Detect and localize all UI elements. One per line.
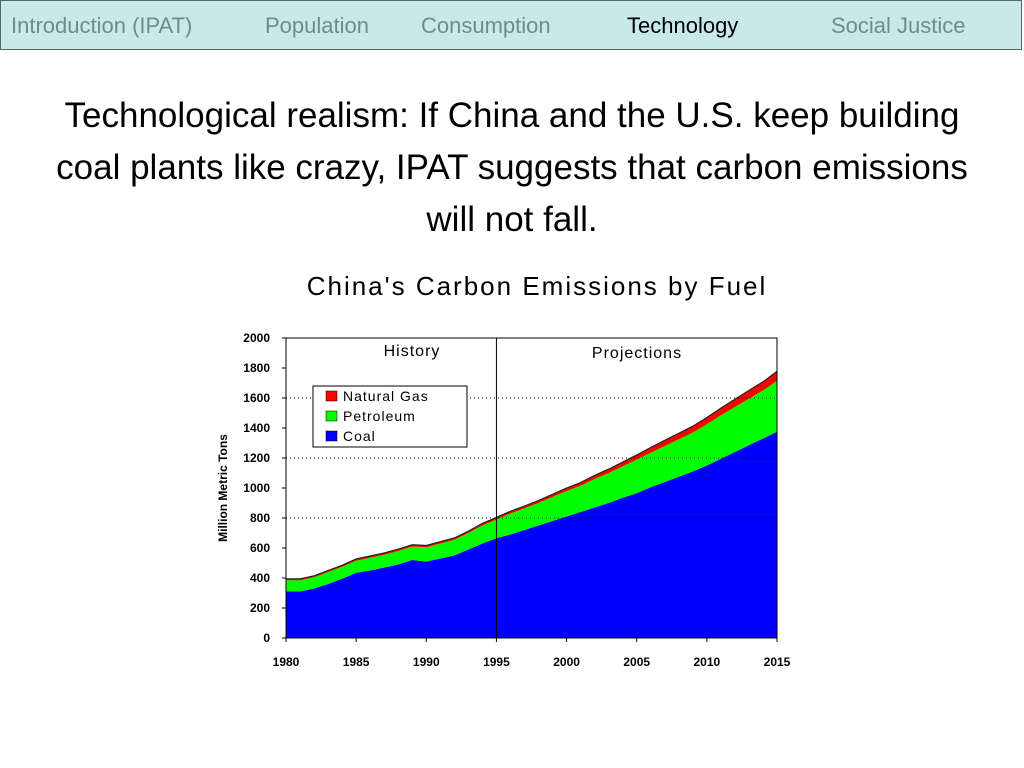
x-tick-label: 1980 bbox=[273, 655, 300, 669]
x-tick-label: 1995 bbox=[483, 655, 510, 669]
legend: Natural Gas Petroleum Coal bbox=[312, 385, 468, 448]
y-tick-label: 1200 bbox=[243, 451, 270, 465]
legend-swatch-petroleum bbox=[325, 410, 338, 422]
y-tick-label: 2000 bbox=[243, 331, 270, 345]
y-tick-label: 1000 bbox=[243, 481, 270, 495]
nav-tab-social-justice[interactable]: Social Justice bbox=[831, 13, 966, 38]
legend-swatch-coal bbox=[325, 430, 338, 442]
legend-label-coal: Coal bbox=[343, 428, 376, 444]
nav-tab-consumption[interactable]: Consumption bbox=[421, 13, 551, 38]
navigation-bar: Introduction (IPAT) Population Consumpti… bbox=[0, 0, 1022, 50]
slide-headline: Technological realism: If China and the … bbox=[56, 96, 968, 239]
x-tick-label: 2000 bbox=[553, 655, 580, 669]
y-tick-label: 800 bbox=[250, 511, 270, 525]
nav-tab-introduction[interactable]: Introduction (IPAT) bbox=[11, 13, 193, 38]
nav-tab-technology[interactable]: Technology bbox=[627, 13, 739, 38]
annotation-projections: Projections bbox=[592, 345, 682, 362]
y-tick-label: 400 bbox=[250, 571, 270, 585]
legend-label-petroleum: Petroleum bbox=[343, 408, 416, 424]
y-tick-label: 200 bbox=[250, 601, 270, 615]
x-tick-label: 2015 bbox=[764, 655, 791, 669]
y-tick-label: 0 bbox=[263, 631, 270, 645]
x-tick-label: 1990 bbox=[413, 655, 440, 669]
y-tick-label: 1800 bbox=[243, 361, 270, 375]
x-tick-label: 1985 bbox=[343, 655, 370, 669]
y-tick-label: 1400 bbox=[243, 421, 270, 435]
area-coal bbox=[286, 431, 777, 638]
area-petroleum bbox=[286, 380, 777, 592]
legend-swatch-natural-gas bbox=[325, 390, 338, 402]
x-tick-label: 2010 bbox=[694, 655, 721, 669]
legend-label-natural-gas: Natural Gas bbox=[343, 388, 429, 404]
y-tick-label: 1600 bbox=[243, 391, 270, 405]
total-outline bbox=[286, 370, 778, 580]
y-tick-label: 600 bbox=[250, 541, 270, 555]
y-axis-label: Million Metric Tons bbox=[216, 434, 230, 542]
nav-tab-population[interactable]: Population bbox=[265, 13, 369, 38]
x-tick-label: 2005 bbox=[623, 655, 650, 669]
legend-box bbox=[312, 385, 468, 448]
chart-title: China's Carbon Emissions by Fuel bbox=[307, 271, 768, 301]
annotation-history: History bbox=[384, 343, 441, 360]
